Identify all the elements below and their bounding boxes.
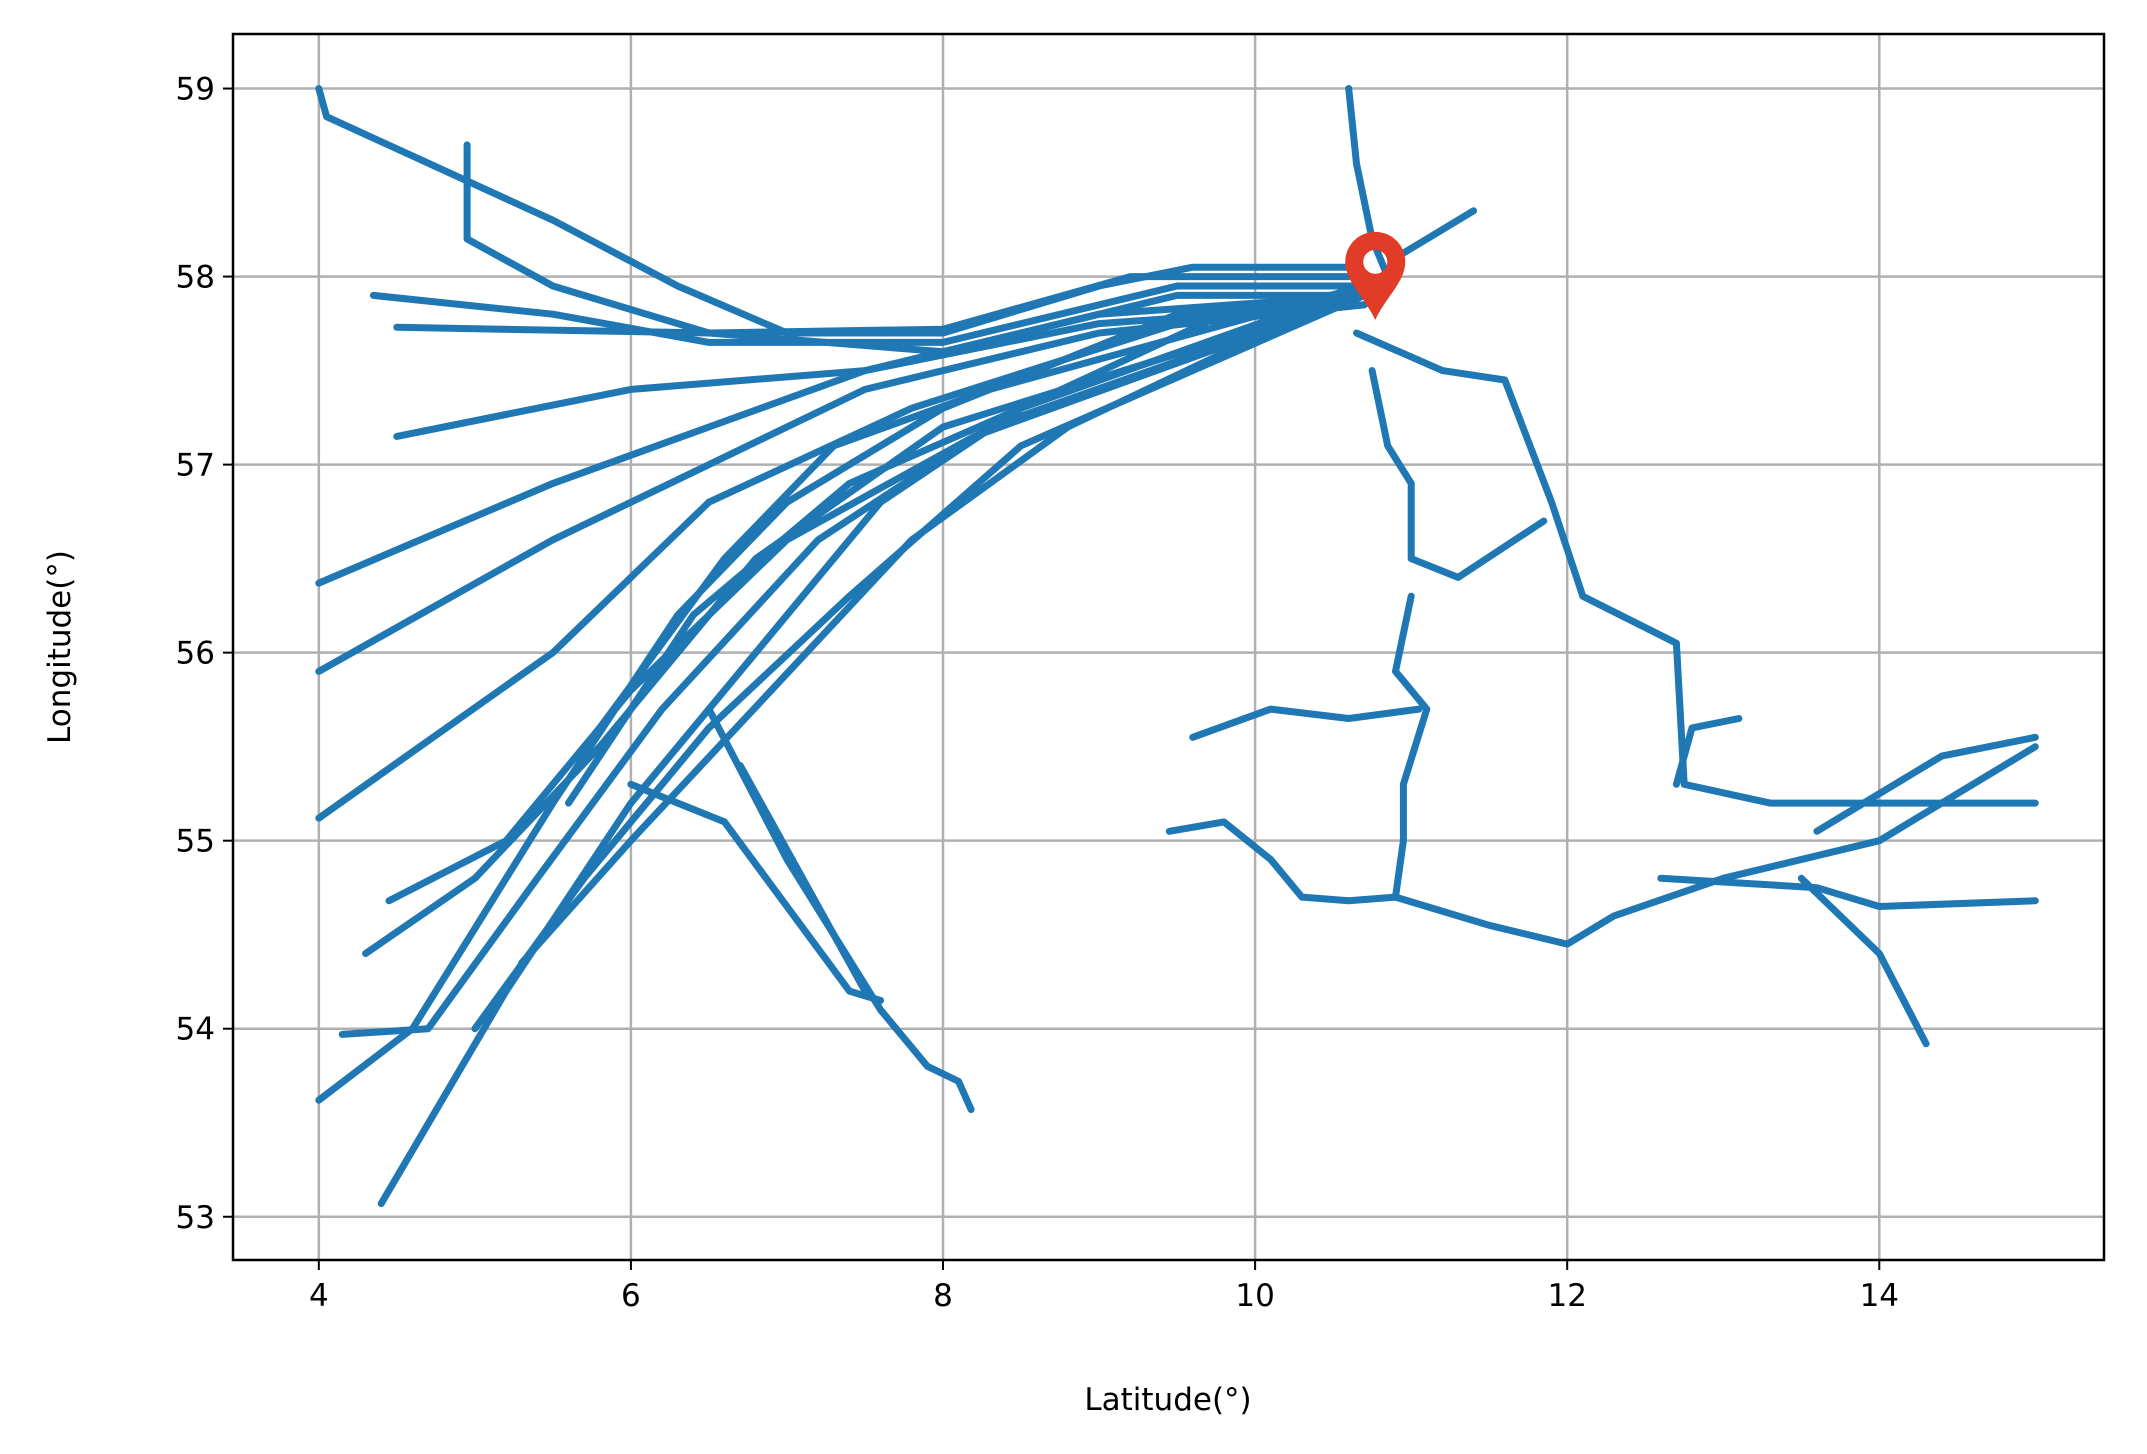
pin-shape [1345, 231, 1406, 320]
track-line [1657, 874, 2039, 910]
track-line [1353, 329, 2039, 807]
track-line [1392, 592, 2039, 948]
y-tick-label: 58 [176, 260, 215, 296]
track-line [362, 291, 1368, 957]
x-tick-label: 8 [933, 1278, 953, 1314]
location-pin [1345, 231, 1406, 320]
track-line [1392, 207, 1478, 262]
track-line [1797, 874, 1930, 1048]
track-line [705, 705, 975, 1114]
track-line [1165, 818, 1399, 905]
x-tick-label: 6 [621, 1278, 641, 1314]
y-tick-label: 54 [176, 1012, 215, 1048]
y-tick-label: 57 [176, 448, 215, 484]
x-axis-label: Latitude(°) [1084, 1382, 1251, 1418]
track-line [315, 291, 1368, 1104]
y-tick-label: 55 [176, 824, 215, 860]
track-line [736, 762, 869, 995]
track-line [1368, 367, 1548, 581]
x-tick-label: 4 [309, 1278, 329, 1314]
track-line [338, 291, 1368, 1038]
track-line [1345, 85, 1392, 281]
track-line [1189, 705, 1423, 741]
track-line [1672, 715, 1743, 788]
y-axis-label: Longitude(°) [42, 550, 78, 744]
x-tick-label: 12 [1547, 1278, 1586, 1314]
plot-frame [231, 32, 2106, 1262]
x-tick-label: 14 [1860, 1278, 1899, 1314]
y-tick-label: 53 [176, 1200, 215, 1236]
track-line [627, 780, 885, 1004]
track-line [1813, 733, 2039, 835]
y-tick-label: 56 [176, 636, 215, 672]
track-line [385, 291, 1368, 905]
track-line [518, 282, 1368, 967]
track-line [315, 291, 1368, 587]
x-tick-label: 10 [1235, 1278, 1274, 1314]
track-line [565, 282, 1368, 807]
y-tick-label: 59 [176, 72, 215, 108]
track-line [596, 282, 1368, 732]
